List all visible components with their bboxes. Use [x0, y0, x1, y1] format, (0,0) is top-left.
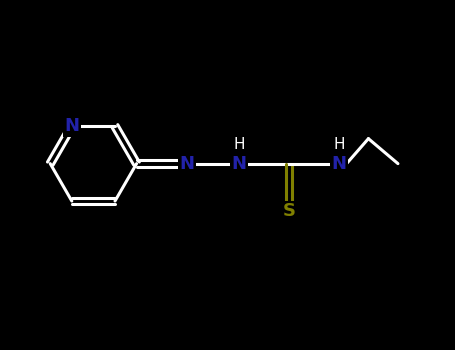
Text: S: S [283, 202, 295, 220]
Text: H: H [233, 136, 245, 152]
Text: N: N [179, 155, 194, 173]
Text: N: N [231, 155, 246, 173]
Text: N: N [331, 155, 346, 173]
Text: N: N [64, 117, 79, 135]
Text: H: H [333, 136, 344, 152]
